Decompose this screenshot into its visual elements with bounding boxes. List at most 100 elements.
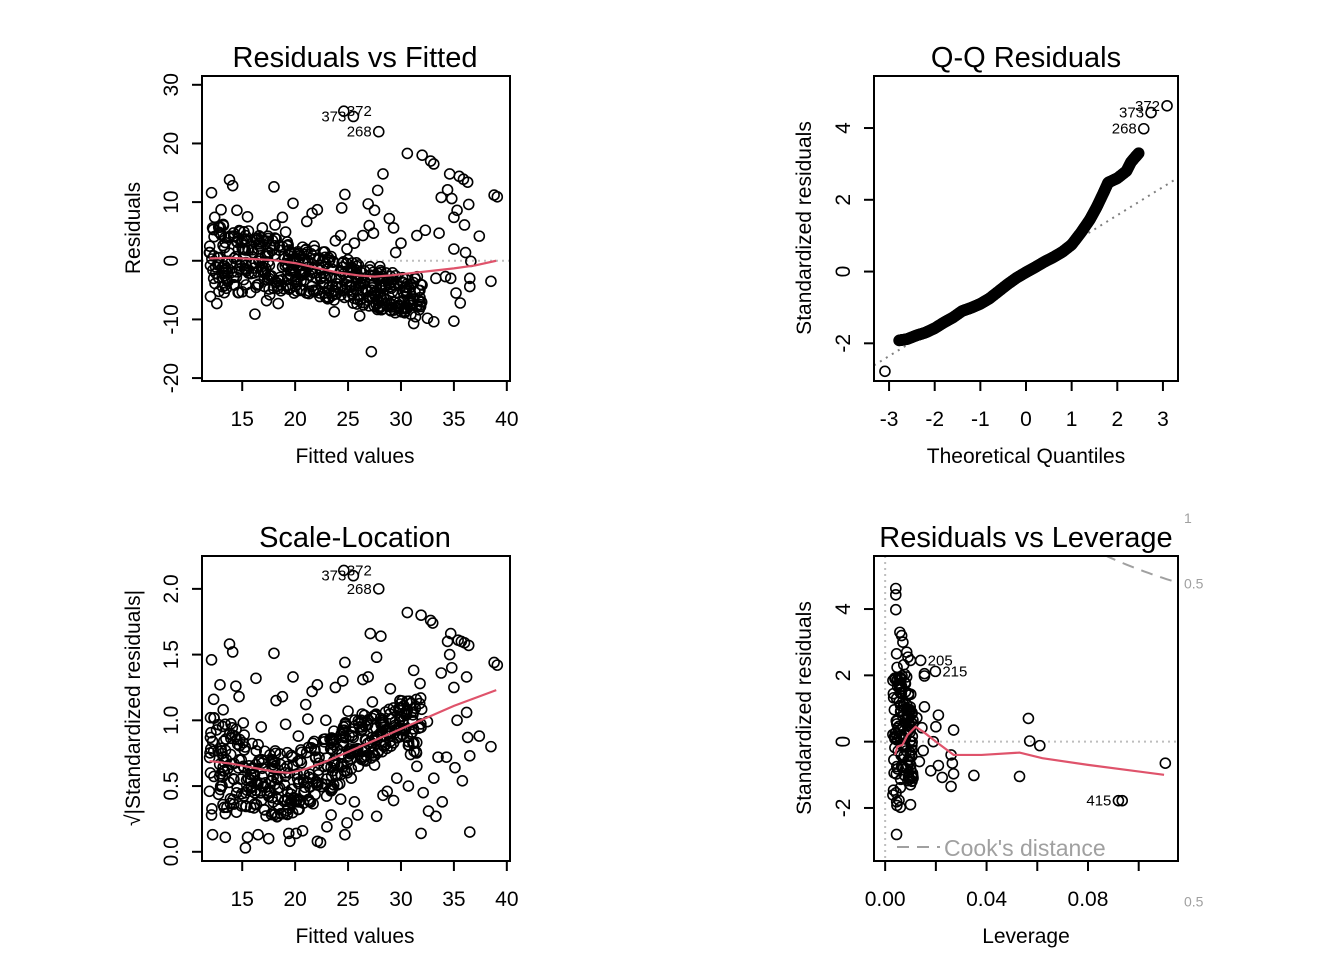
y-tick-label: 1.0 [160, 706, 183, 735]
data-point [339, 828, 351, 841]
data-point [363, 219, 376, 232]
data-point [368, 759, 381, 771]
data-point [272, 799, 285, 812]
data-point [268, 181, 280, 193]
data-point [313, 287, 326, 299]
point-label: 415 [1086, 793, 1111, 810]
data-point [449, 761, 461, 774]
data-point [491, 659, 504, 671]
labeled-point [914, 654, 927, 667]
data-point [894, 773, 907, 786]
y-tick-label: 20 [160, 132, 183, 155]
data-point [336, 675, 349, 687]
data-point [903, 750, 916, 763]
data-point [371, 184, 384, 197]
data-point [362, 671, 374, 683]
data-point [230, 787, 243, 799]
x-axis-label: Theoretical Quantiles [927, 445, 1125, 468]
data-point [404, 299, 416, 312]
data-point [335, 202, 348, 214]
data-point [321, 821, 333, 833]
plot-area [874, 556, 1178, 861]
data-point [282, 827, 295, 840]
data-point [399, 724, 411, 737]
data-point [367, 227, 380, 239]
data-point [899, 686, 912, 698]
data-point [370, 651, 383, 664]
data-point [204, 259, 217, 272]
data-point [318, 246, 331, 258]
data-point [219, 807, 232, 820]
data-point [250, 672, 262, 685]
data-point [230, 680, 242, 692]
labeled-point [1137, 122, 1150, 135]
data-point [890, 582, 902, 595]
data-point [448, 211, 460, 224]
data-point [281, 786, 294, 798]
data-point [216, 261, 228, 274]
data-point [927, 735, 940, 748]
data-point [409, 310, 422, 323]
point-label: 372 [347, 562, 372, 579]
data-point [968, 769, 980, 782]
data-point [900, 671, 913, 683]
data-point [320, 714, 332, 727]
data-point [339, 284, 351, 296]
data-point [401, 703, 414, 716]
point-label: 373 [321, 108, 346, 125]
data-point [890, 588, 902, 601]
data-point [1034, 739, 1046, 752]
data-point [239, 842, 252, 854]
data-point [299, 698, 312, 711]
data-point [339, 188, 351, 201]
data-point [904, 688, 917, 701]
data-point [405, 728, 417, 740]
data-point [238, 729, 250, 741]
data-point [268, 239, 281, 252]
data-point [217, 704, 229, 716]
data-point [345, 281, 358, 293]
data-point [894, 781, 907, 794]
data-point [287, 671, 299, 683]
data-point [463, 826, 476, 838]
data-point [918, 670, 931, 682]
data-point [300, 746, 313, 759]
data-point [895, 629, 908, 642]
data-point [432, 751, 444, 763]
data-point [212, 718, 225, 731]
data-point [252, 738, 264, 751]
data-point [443, 168, 456, 180]
x-tick-label: 15 [231, 408, 254, 431]
data-point [325, 809, 337, 821]
data-point [258, 273, 271, 286]
data-point [208, 211, 221, 224]
data-point [204, 767, 217, 779]
data-point [360, 734, 372, 747]
data-point [387, 794, 400, 807]
y-tick-label: -20 [160, 363, 183, 393]
data-point [269, 756, 281, 768]
data-point [334, 793, 347, 806]
data-point [491, 191, 504, 203]
data-point [263, 288, 276, 301]
data-point [890, 828, 903, 841]
data-point [454, 297, 467, 309]
points-group [203, 564, 504, 854]
data-point [318, 742, 330, 755]
data-point [416, 279, 428, 291]
plot-area [203, 564, 504, 854]
x-tick-label: -2 [925, 408, 944, 431]
x-tick-label: 20 [283, 888, 306, 911]
data-point [244, 801, 257, 813]
data-point [395, 237, 407, 249]
panel-qq-residuals: Q-Q Residuals Theoretical Quantiles Stan… [793, 42, 1179, 468]
smoother-line [209, 256, 497, 278]
data-point [413, 697, 426, 710]
data-point [226, 721, 239, 734]
data-point [273, 239, 286, 252]
data-point [436, 796, 449, 808]
data-point [293, 796, 305, 808]
data-point [291, 794, 303, 807]
data-point [217, 239, 229, 252]
data-point [292, 246, 304, 258]
